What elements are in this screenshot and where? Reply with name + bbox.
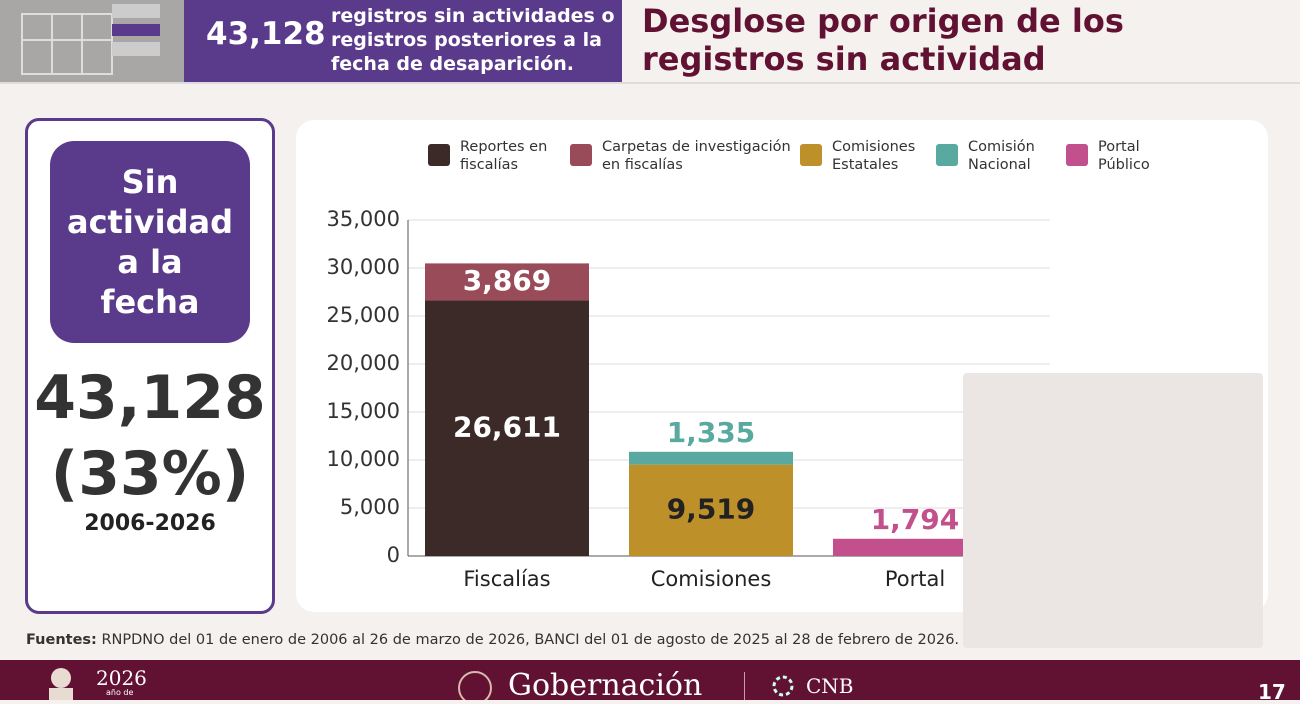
y-tick-label: 10,000 <box>327 447 400 471</box>
y-tick-label: 30,000 <box>327 255 400 279</box>
bar-segment <box>629 464 793 556</box>
legend-item: Comisión Nacional <box>936 138 1058 174</box>
footer-year: 2026 <box>96 666 147 690</box>
x-tick-label: Portal <box>885 567 945 591</box>
bar-segment <box>629 451 793 465</box>
legend-item: Carpetas de investigación en fiscalías <box>570 138 792 174</box>
footer-portrait <box>49 668 73 700</box>
header-icon <box>21 4 160 75</box>
header-icon-area <box>0 0 184 82</box>
bar-segment <box>833 538 997 556</box>
legend-swatch <box>800 144 822 166</box>
blurred-overlay <box>963 373 1263 648</box>
legend-swatch <box>1066 144 1088 166</box>
footer-bar: 2026 año de Gobernación CNB 17 <box>0 660 1300 704</box>
source-text: RNPDNO del 01 de enero de 2006 al 26 de … <box>101 632 960 648</box>
data-label: 26,611 <box>453 410 561 443</box>
y-tick-label: 35,000 <box>327 207 400 231</box>
chart: 0 5,000 10,000 15,000 20,000 25,000 30,000 35,0… <box>327 207 1050 591</box>
legend-label: Carpetas de investigación en fiscalías <box>602 139 791 173</box>
legend-item: Reportes en fiscalías <box>428 138 570 174</box>
source-label: Fuentes: <box>26 632 97 648</box>
bar-segment <box>425 263 589 301</box>
header-text: registros sin actividades o registros po… <box>331 5 615 75</box>
badge: Sin actividad a la fecha <box>50 141 250 343</box>
divider <box>0 82 1300 84</box>
y-tick-label: 15,000 <box>327 399 400 423</box>
y-tick-label: 20,000 <box>327 351 400 375</box>
page-number: 17 <box>1258 680 1286 704</box>
y-tick-label: 25,000 <box>327 303 400 327</box>
data-label: 1,794 <box>871 503 960 536</box>
total: 43,128 <box>34 363 266 433</box>
y-tick-label: 5,000 <box>340 495 400 519</box>
percent: (33%) <box>50 439 250 509</box>
bar-segment <box>425 300 589 556</box>
data-label: 3,869 <box>463 264 552 297</box>
legend-swatch <box>428 144 450 166</box>
x-tick-label: Fiscalías <box>463 567 550 591</box>
y-tick-label: 0 <box>387 543 400 567</box>
x-tick-label: Comisiones <box>651 567 772 591</box>
footer-separator <box>744 672 745 700</box>
legend-swatch <box>570 144 592 166</box>
summary-panel: Sin actividad a la fecha 43,128 (33%) 20… <box>25 118 275 614</box>
data-label: 9,519 <box>667 492 756 525</box>
period: 2006-2026 <box>84 511 216 536</box>
footer-agency: CNB <box>806 674 854 698</box>
legend-item: Comisiones Estatales <box>800 138 932 174</box>
header-count: 43,128 <box>206 16 326 52</box>
legend-label: Comisión Nacional <box>968 139 1035 173</box>
footer-emblem <box>458 671 492 700</box>
data-label: 1,335 <box>667 416 756 449</box>
legend-label: Reportes en fiscalías <box>460 139 548 173</box>
legend-item: Portal Público <box>1066 138 1168 174</box>
footer-brand: Gobernación <box>508 668 703 703</box>
footer-year-sub: año de <box>106 688 134 697</box>
footer-agency-icon <box>772 675 794 697</box>
legend-label: Comisiones Estatales <box>832 139 916 173</box>
source: Fuentes: RNPDNO del 01 de enero de 2006 … <box>26 632 959 648</box>
legend-label: Portal Público <box>1098 139 1150 173</box>
slide-title: Desglose por origen de los registros sin… <box>642 2 1124 78</box>
legend-swatch <box>936 144 958 166</box>
header-box: 43,128 registros sin actividades o regis… <box>184 0 622 82</box>
